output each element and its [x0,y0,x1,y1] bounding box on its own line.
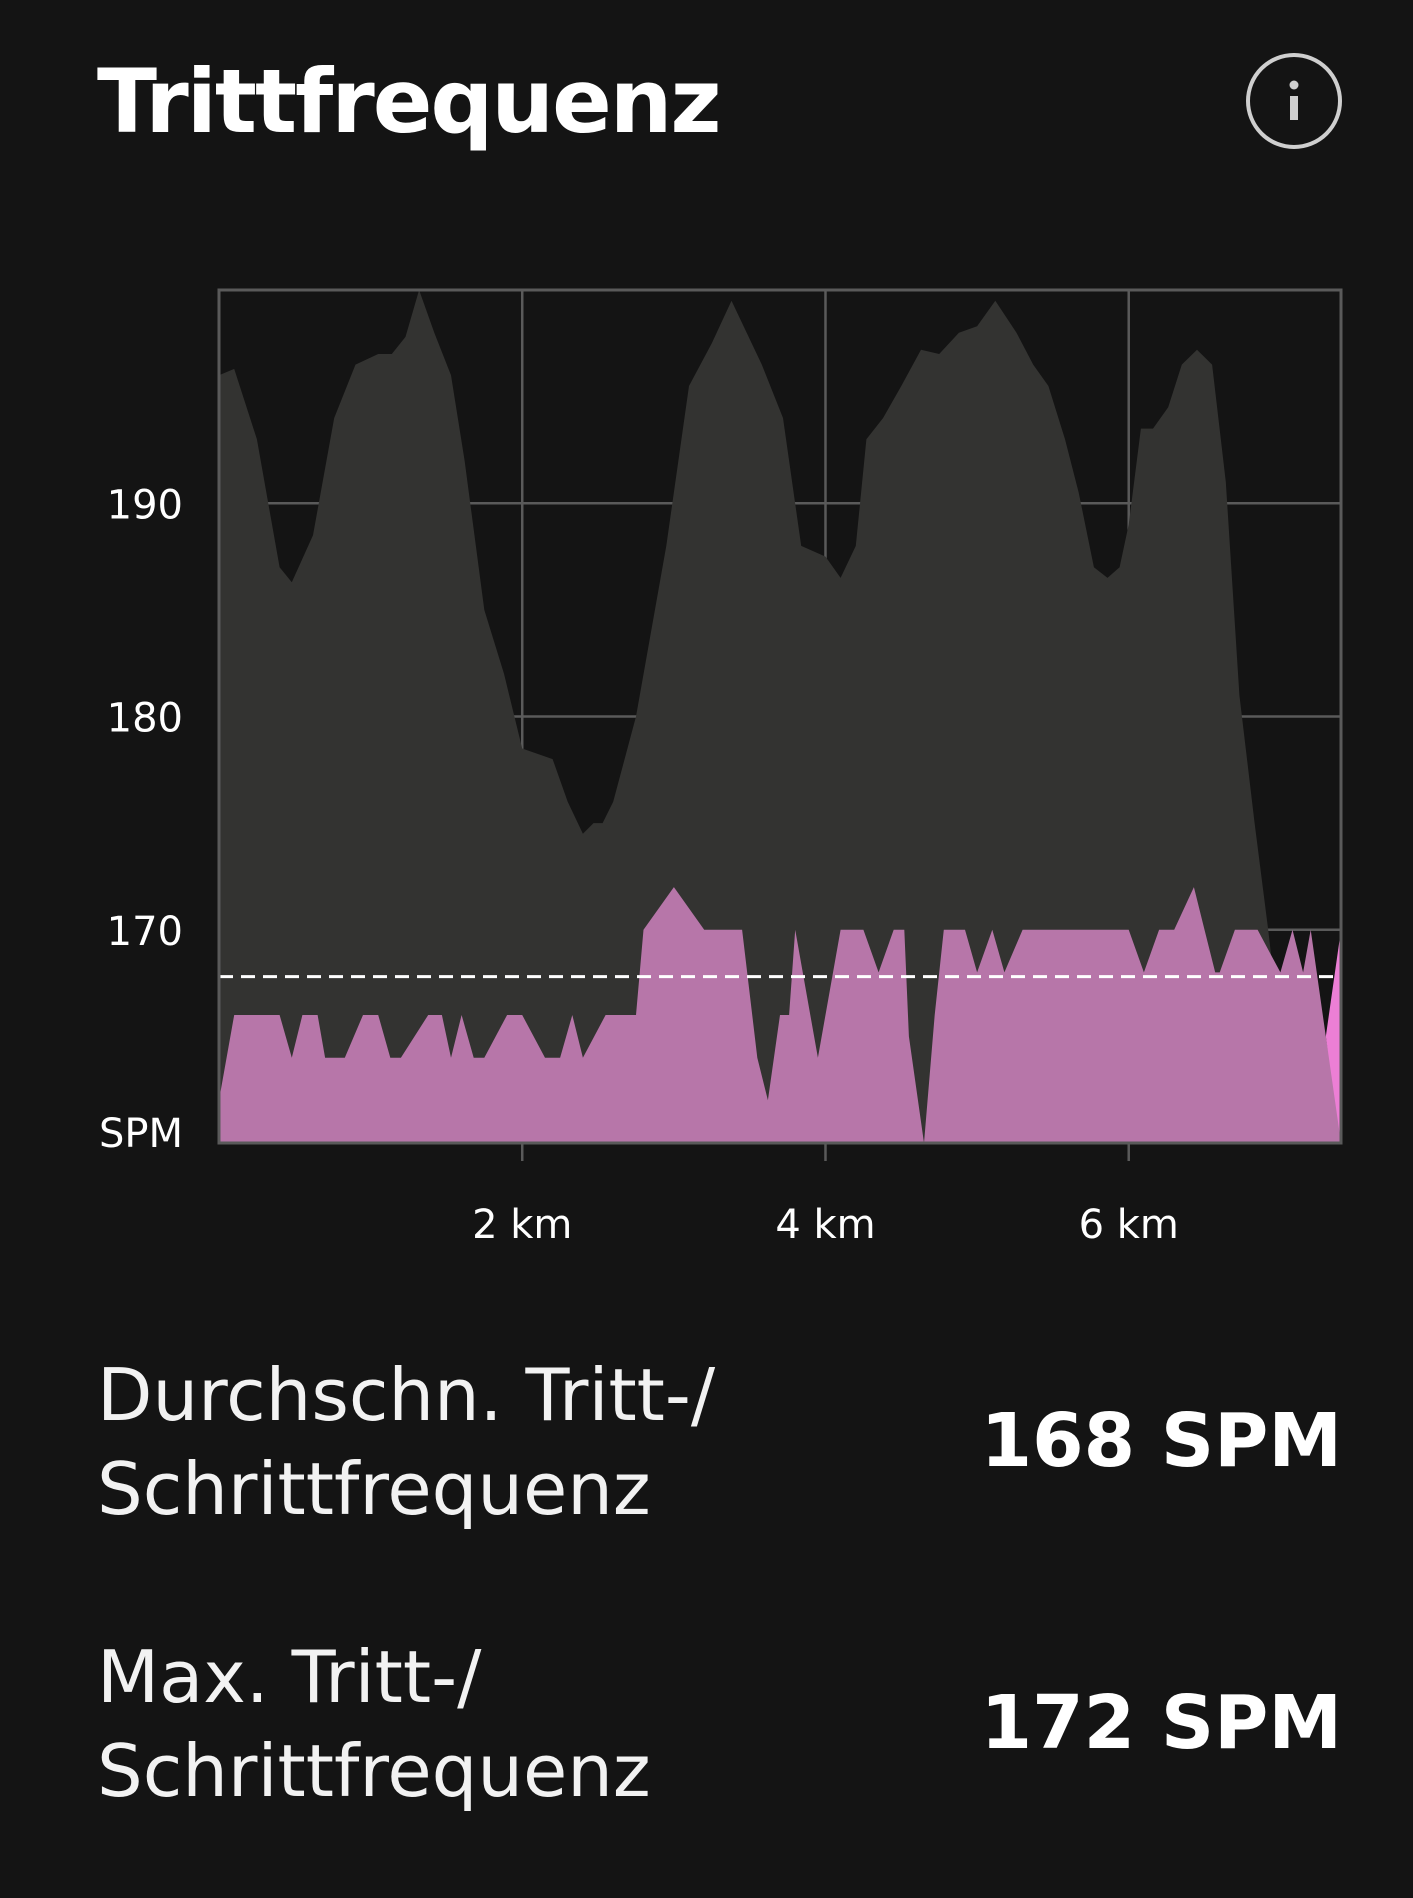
y-tick-label-190: 190 [107,482,183,528]
x-tick-label-4: 4 km [775,1202,875,1248]
y-tick-label-170: 170 [107,909,183,955]
average-cadence-label-line1: Durchschn. Tritt-/ [97,1353,716,1437]
y-tick-label-180: 180 [107,696,183,742]
x-tick-label-6: 6 km [1079,1202,1179,1248]
max-cadence-label: Max. Tritt-/ Schrittfrequenz [97,1630,797,1818]
info-button[interactable] [1246,53,1342,149]
cadence-area-pink-series [219,887,1341,1143]
max-cadence-value: 172 SPM [980,1680,1342,1766]
average-cadence-value: 168 SPM [980,1398,1342,1484]
cadence-area-gray-series [219,290,1341,1143]
max-cadence-label-line1: Max. Tritt-/ [97,1635,482,1719]
average-cadence-label: Durchschn. Tritt-/ Schrittfrequenz [97,1348,797,1536]
average-cadence-label-line2: Schrittfrequenz [97,1447,651,1531]
info-icon-stem [1290,96,1298,120]
x-tick-label-2: 2 km [472,1202,572,1248]
chart-frame [217,288,1343,1145]
x-axis-labels: 2 km 4 km 6 km [472,1202,1179,1248]
cadence-area-highlight [1325,929,1341,1143]
y-axis-labels: 190 180 170 [107,482,183,955]
max-cadence-label-line2: Schrittfrequenz [97,1729,651,1813]
page-title: Trittfrequenz [97,50,722,153]
info-icon-dot [1289,80,1299,90]
cadence-chart: 190 180 170 2 km 4 km 6 km SPM [99,288,1343,1248]
info-icon [1289,80,1299,120]
y-axis-unit-label: SPM [99,1111,183,1157]
